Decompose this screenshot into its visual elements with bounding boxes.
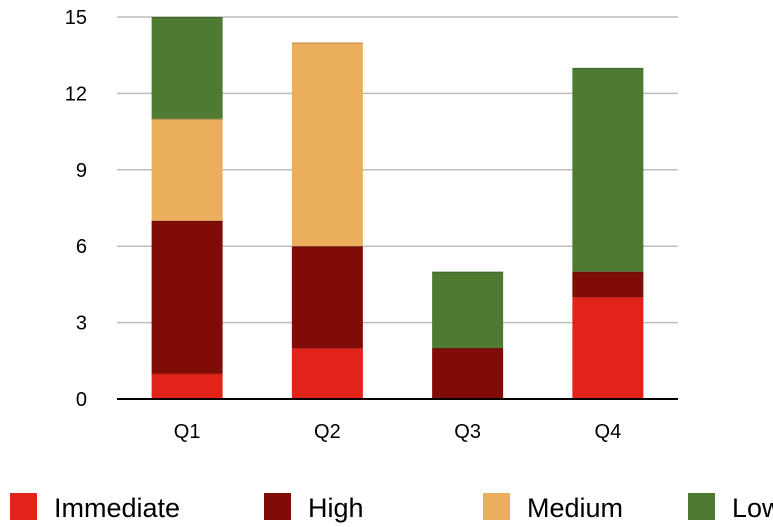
axes: 0 3 6 9 12 15 Q1 Q2 Q3 Q4 [65, 7, 678, 443]
legend-label-high: High [308, 493, 364, 523]
legend-swatch-low [688, 493, 715, 520]
y-tick-label: 3 [76, 313, 87, 335]
y-tick-label: 12 [65, 83, 87, 105]
x-tick-label: Q4 [595, 421, 622, 443]
legend: Immediate High Medium Low [10, 493, 773, 523]
bar-q3-high [432, 348, 504, 399]
legend-swatch-high [264, 493, 291, 520]
bar-q1-low [151, 17, 223, 119]
legend-label-immediate: Immediate [54, 493, 180, 523]
bars [151, 17, 644, 399]
bar-q4-immediate [572, 297, 644, 399]
bar-q3-low [432, 271, 504, 349]
bar-q4-high [572, 271, 644, 298]
legend-swatch-medium [483, 493, 510, 520]
bar-q1-immediate [151, 373, 223, 399]
bar-q1-medium [151, 118, 223, 221]
legend-label-low: Low [732, 493, 773, 523]
bar-q2-high [291, 246, 363, 349]
bar-q4-low [572, 67, 644, 272]
x-tick-label: Q2 [314, 421, 341, 443]
y-tick-label: 6 [76, 236, 87, 258]
y-tick-label: 9 [76, 160, 87, 182]
y-tick-label: 15 [65, 7, 87, 29]
y-tick-label: 0 [76, 389, 87, 411]
x-tick-label: Q1 [174, 421, 201, 443]
bar-q1-high [151, 220, 223, 374]
bar-q2-medium [291, 42, 363, 247]
x-tick-label: Q3 [454, 421, 481, 443]
legend-swatch-immediate [10, 493, 37, 520]
bar-q2-immediate [291, 348, 363, 399]
legend-label-medium: Medium [527, 493, 623, 523]
